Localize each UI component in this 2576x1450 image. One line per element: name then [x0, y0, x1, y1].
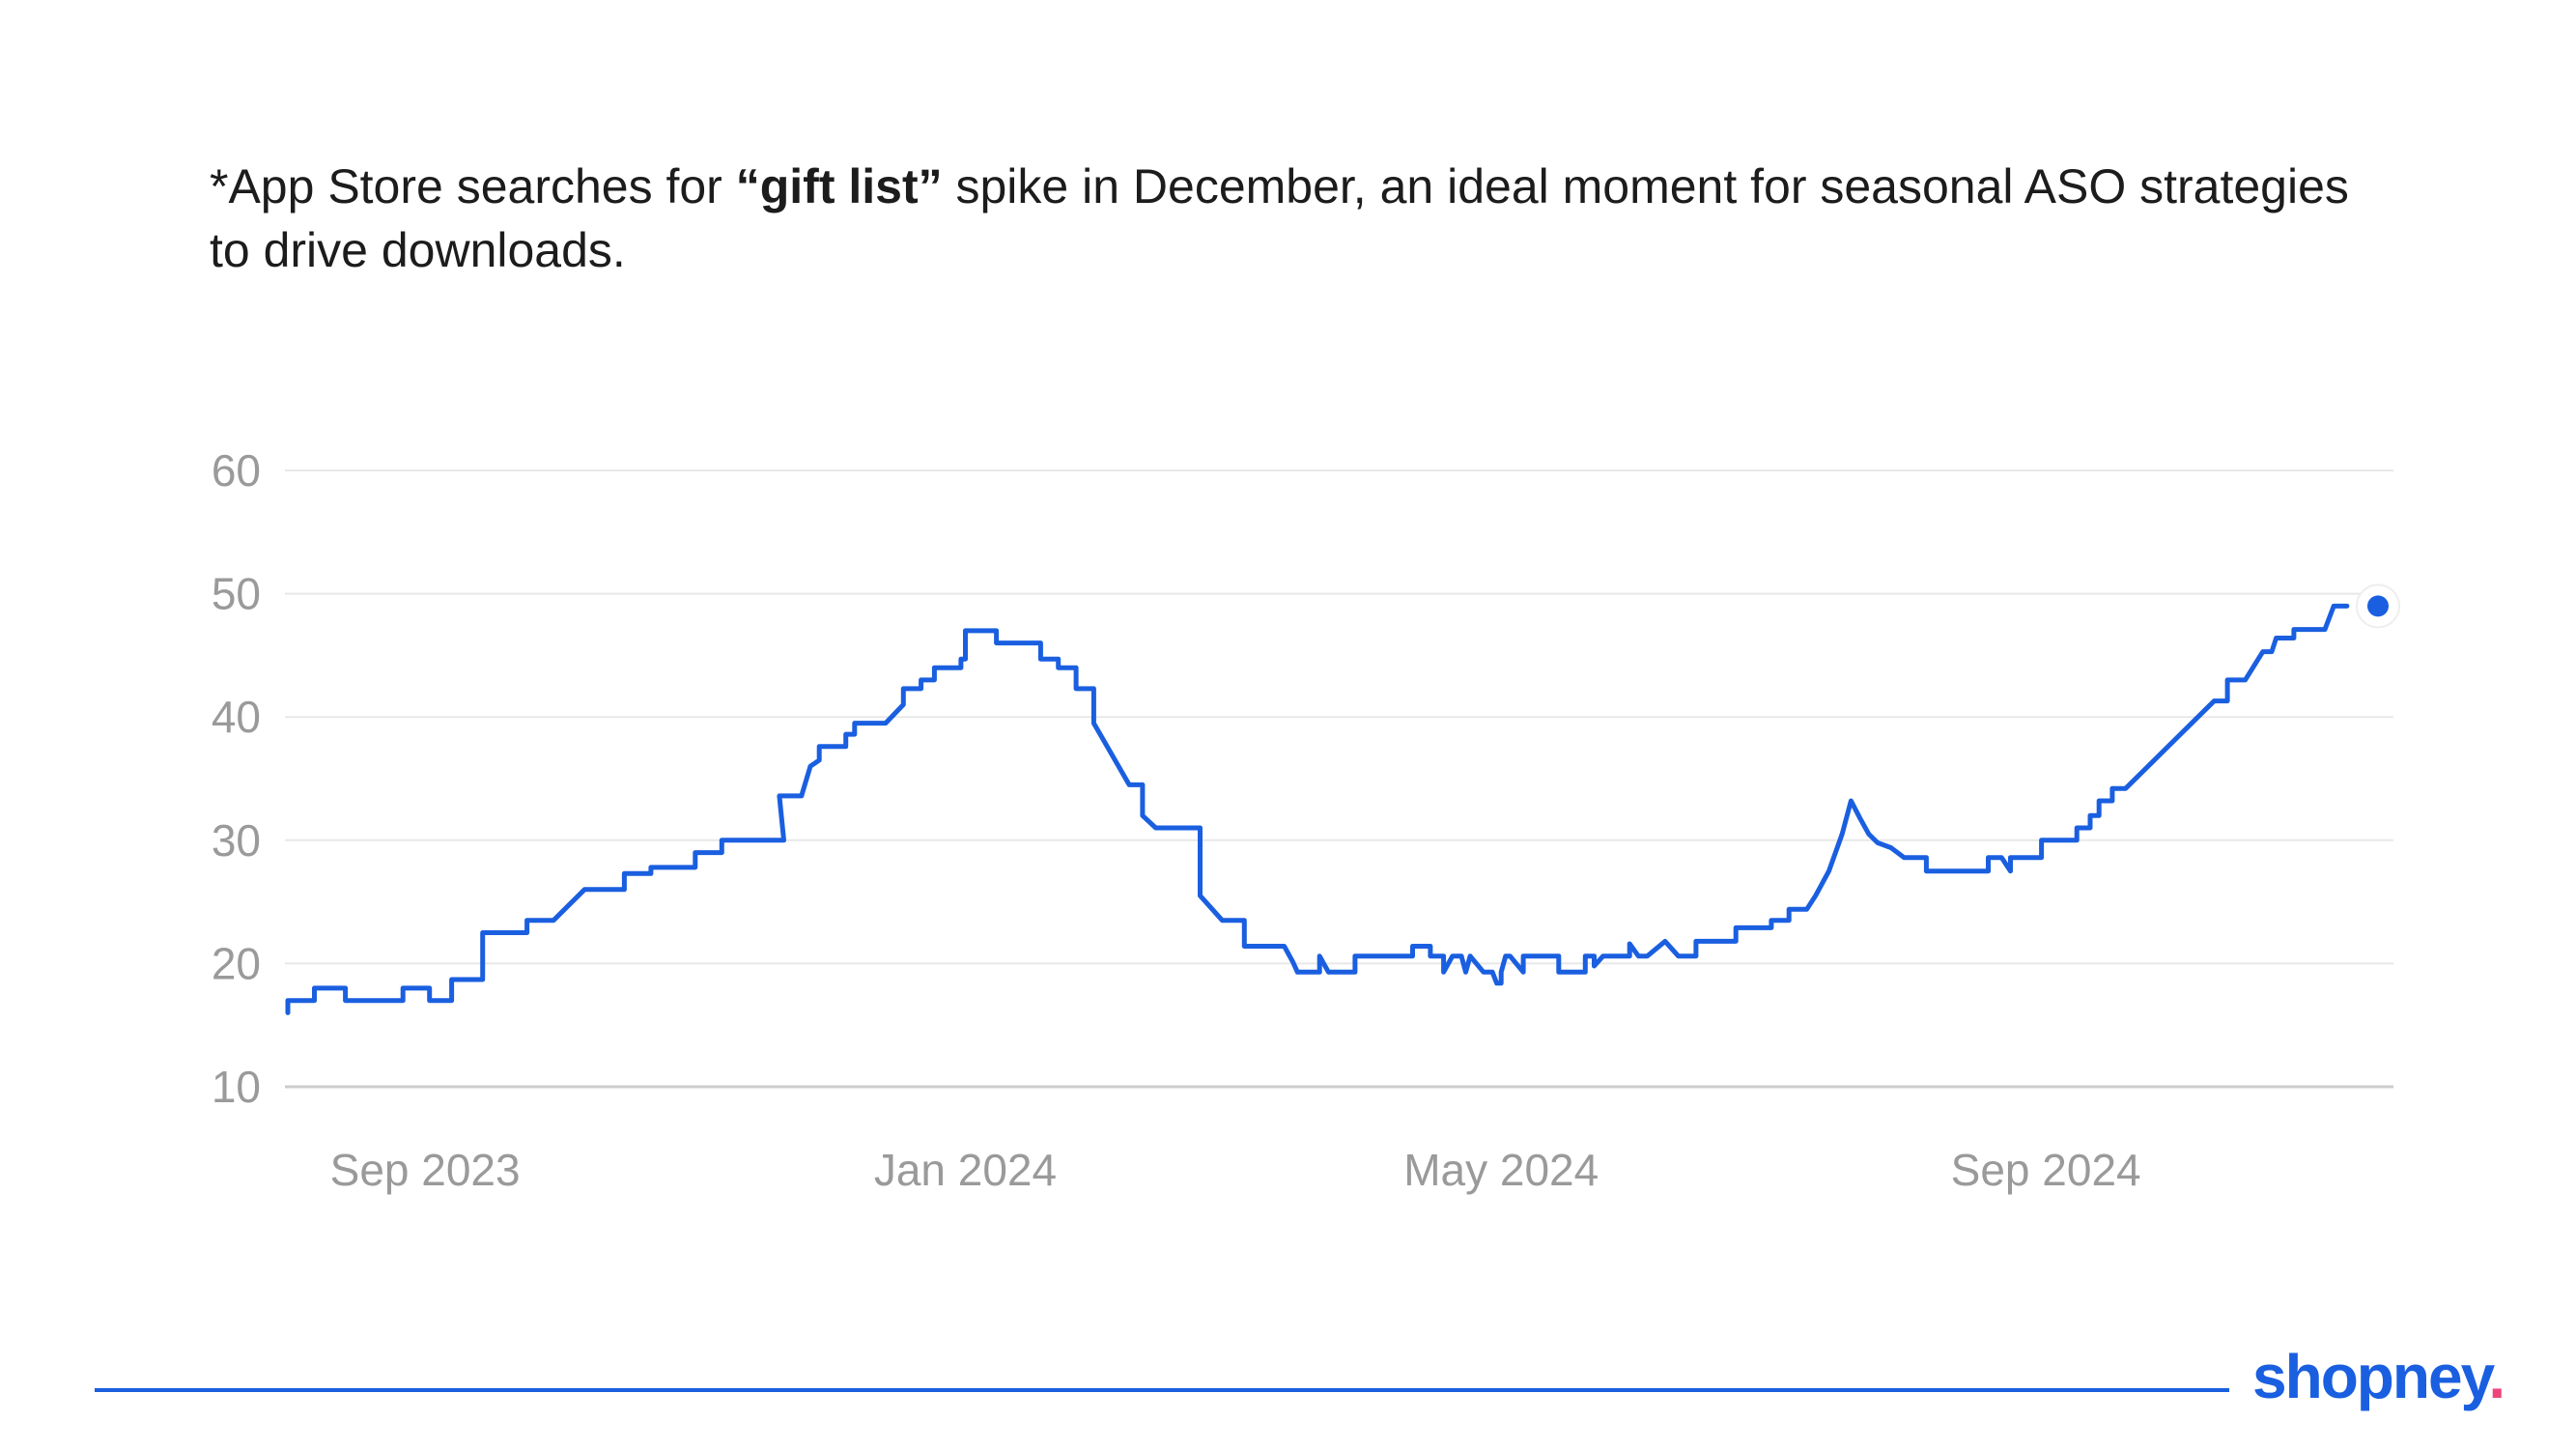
y-tick-label: 10	[212, 1062, 261, 1112]
series-line	[285, 603, 2350, 1015]
brand-name: shopney	[2252, 1342, 2490, 1411]
y-tick-label: 60	[212, 445, 261, 496]
y-tick-label: 40	[212, 692, 261, 742]
x-tick-label: Sep 2023	[330, 1145, 521, 1195]
end-point-marker	[2367, 595, 2389, 617]
chart-caption: *App Store searches for “gift list” spik…	[210, 155, 2392, 282]
x-tick-label: Jan 2024	[874, 1145, 1057, 1195]
series-layer	[285, 583, 2400, 1015]
y-tick-label: 30	[212, 815, 261, 866]
caption-suffix: spike in December, an ideal moment for s…	[210, 159, 2349, 277]
brand-logo: shopney.	[2252, 1341, 2505, 1412]
x-axis-ticks: Sep 2023 Jan 2024 May 2024 Sep 2024	[330, 1145, 2141, 1195]
caption-keyword: “gift list”	[735, 159, 943, 213]
footer-divider	[95, 1388, 2229, 1392]
y-tick-label: 20	[212, 938, 261, 988]
x-tick-label: May 2024	[1403, 1145, 1599, 1195]
y-axis-ticks: 10 20 30 40 50 60	[212, 445, 261, 1112]
x-tick-label: Sep 2024	[1951, 1145, 2141, 1195]
caption-prefix: *App Store searches for	[210, 159, 736, 213]
grid-lines	[285, 469, 2393, 1089]
brand-dot: .	[2488, 1342, 2505, 1411]
y-tick-label: 50	[212, 569, 261, 619]
